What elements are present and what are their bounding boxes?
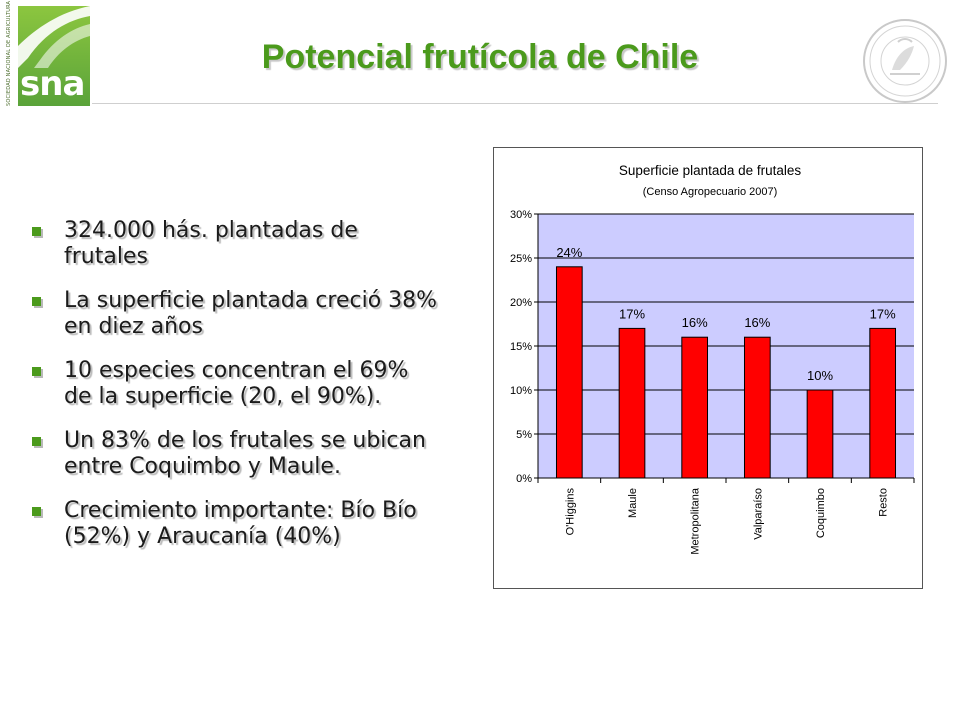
data-label: 16% bbox=[682, 315, 708, 330]
data-label: 24% bbox=[556, 245, 582, 260]
bar bbox=[681, 336, 709, 479]
bullet-text: La superficie plantada creció 38% en die… bbox=[64, 288, 438, 339]
x-tick-label: Resto bbox=[878, 488, 890, 517]
data-label: 10% bbox=[807, 368, 833, 383]
bullet-text: Crecimiento importante: Bío Bío (52%) y … bbox=[64, 498, 417, 549]
logo-mark: sna bbox=[18, 6, 90, 106]
bar bbox=[618, 327, 646, 479]
data-label: 17% bbox=[870, 306, 896, 321]
bullet-item: La superficie plantada creció 38% en die… bbox=[30, 288, 440, 340]
chart-subtitle: (Censo Agropecuario 2007) bbox=[643, 186, 778, 198]
bar bbox=[806, 389, 834, 479]
x-tick-label: Valparaíso bbox=[752, 488, 764, 540]
bullet-square-icon bbox=[32, 507, 41, 516]
bullet-square-icon bbox=[32, 297, 41, 306]
logo-text: sna bbox=[20, 64, 85, 104]
bullet-square-icon bbox=[32, 437, 41, 446]
bullet-item: Crecimiento importante: Bío Bío (52%) y … bbox=[30, 498, 440, 550]
bullet-square-icon bbox=[32, 367, 41, 376]
chart-title: Superficie plantada de frutales bbox=[619, 163, 802, 178]
institutional-seal-icon bbox=[863, 19, 947, 103]
bullet-text: 324.000 hás. plantadas de frutales bbox=[64, 218, 358, 269]
bullet-list: 324.000 hás. plantadas de frutales La su… bbox=[30, 218, 440, 568]
header-divider bbox=[92, 103, 938, 104]
page-title: Potencial frutícola de Chile bbox=[261, 38, 699, 76]
chart-canvas: Superficie plantada de frutales (Censo A… bbox=[510, 163, 915, 555]
y-tick-label: 5% bbox=[516, 429, 532, 441]
y-tick-label: 30% bbox=[510, 209, 532, 221]
x-tick-label: Coquimbo bbox=[815, 488, 827, 538]
x-tick-label: O'Higgins bbox=[564, 488, 576, 536]
bullet-square-icon bbox=[32, 227, 41, 236]
x-tick-label: Maule bbox=[627, 488, 639, 518]
y-tick-label: 10% bbox=[510, 385, 532, 397]
bar bbox=[743, 336, 771, 479]
data-label: 16% bbox=[744, 315, 770, 330]
y-tick-label: 15% bbox=[510, 341, 532, 353]
bar-chart: Superficie plantada de frutales (Censo A… bbox=[493, 147, 923, 589]
y-tick-label: 20% bbox=[510, 297, 532, 309]
bullet-item: 10 especies concentran el 69% de la supe… bbox=[30, 358, 440, 410]
bullet-item: Un 83% de los frutales se ubican entre C… bbox=[30, 428, 440, 480]
y-tick-label: 0% bbox=[516, 473, 532, 485]
bullet-text: 10 especies concentran el 69% de la supe… bbox=[64, 358, 409, 409]
data-label: 17% bbox=[619, 306, 645, 321]
y-tick-label: 25% bbox=[510, 253, 532, 265]
bar bbox=[555, 266, 583, 479]
bullet-item: 324.000 hás. plantadas de frutales bbox=[30, 218, 440, 270]
x-tick-label: Metropolitana bbox=[690, 487, 702, 555]
bar bbox=[869, 327, 897, 479]
logo-vertical-text: SOCIEDAD NACIONAL DE AGRICULTURA bbox=[6, 0, 12, 106]
bullet-text: Un 83% de los frutales se ubican entre C… bbox=[64, 428, 426, 479]
sna-logo: SOCIEDAD NACIONAL DE AGRICULTURA sna bbox=[6, 0, 90, 106]
leaf-swoosh-icon bbox=[18, 6, 90, 68]
